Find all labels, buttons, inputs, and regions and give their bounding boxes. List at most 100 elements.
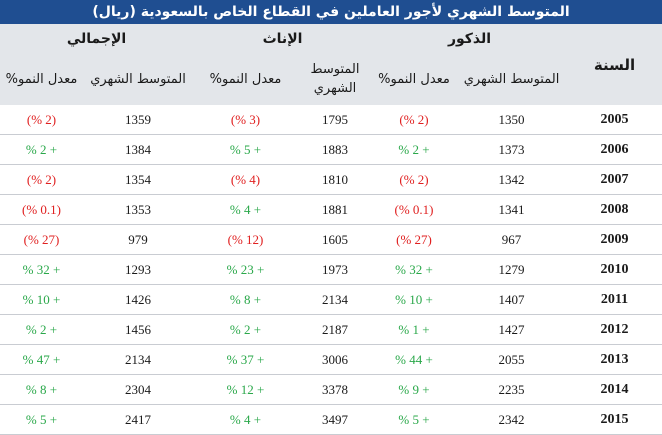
total-avg-cell: 1359: [83, 105, 194, 135]
females-avg-cell: 1881: [298, 194, 373, 225]
total-growth-cell: + 47 %: [0, 344, 84, 375]
males-growth-cell: (0.1 %): [372, 194, 457, 225]
total-avg-cell: 1354: [83, 164, 194, 195]
table-row: 2007 1342 (2 %) 1810 (4 %) 1354 (2 %): [0, 164, 662, 195]
year-cell: 2009: [567, 224, 662, 255]
total-avg-cell: 979: [83, 224, 194, 255]
year-cell: 2006: [567, 134, 662, 165]
total-growth-cell: + 8 %: [0, 374, 84, 405]
females-avg-cell: 3497: [298, 404, 373, 435]
table-row: 2006 1373 + 2 % 1883 + 5 % 1384 + 2 %: [0, 134, 662, 165]
total-growth-cell: + 2 %: [0, 314, 84, 345]
females-growth-cell: + 8 %: [193, 284, 299, 315]
total-avg-cell: 1426: [83, 284, 194, 315]
total-growth-cell: (0.1 %): [0, 194, 84, 225]
males-avg-cell: 2342: [456, 404, 568, 435]
females-growth-cell: (4 %): [193, 164, 299, 195]
males-avg-cell: 2055: [456, 344, 568, 375]
females-growth-cell: (3 %): [193, 105, 299, 135]
females-growth-cell: + 12 %: [193, 374, 299, 405]
total-avg-cell: 1293: [83, 254, 194, 285]
total-avg-cell: 2417: [83, 404, 194, 435]
total-avg-cell: 2134: [83, 344, 194, 375]
males-growth-header: معدل النمو%: [372, 53, 457, 105]
table-body: 2005 1350 (2 %) 1795 (3 %) 1359 (2 %) 2006 1373 +…: [0, 105, 662, 435]
females-avg-cell: 1810: [298, 164, 373, 195]
males-avg-cell: 2235: [456, 374, 568, 405]
table-row: 2009 967 (27 %) 1605 (12 %) 979 (27 %): [0, 224, 662, 255]
females-header: الإناث: [193, 24, 373, 53]
females-growth-cell: + 5 %: [193, 134, 299, 165]
year-cell: 2005: [567, 105, 662, 135]
males-avg-cell: 1407: [456, 284, 568, 315]
total-growth-cell: + 10 %: [0, 284, 84, 315]
total-growth-cell: (2 %): [0, 105, 84, 135]
males-avg-cell: 1427: [456, 314, 568, 345]
total-avg-cell: 1456: [83, 314, 194, 345]
females-avg-cell: 1883: [298, 134, 373, 165]
year-cell: 2011: [567, 284, 662, 315]
year-cell: 2015: [567, 404, 662, 435]
table-row: 2005 1350 (2 %) 1795 (3 %) 1359 (2 %): [0, 105, 662, 135]
table-row: 2015 2342 + 5 % 3497 + 4 % 2417 + 5 %: [0, 404, 662, 435]
males-header: الذكور: [372, 24, 568, 53]
females-avg-cell: 1973: [298, 254, 373, 285]
females-growth-cell: + 4 %: [193, 194, 299, 225]
total-header: الإجمالي: [0, 24, 194, 53]
table-row: 2008 1341 (0.1 %) 1881 + 4 % 1353 (0.1 %): [0, 194, 662, 225]
males-growth-cell: + 32 %: [372, 254, 457, 285]
females-avg-cell: 3378: [298, 374, 373, 405]
total-avg-cell: 1353: [83, 194, 194, 225]
females-avg-cell: 3006: [298, 344, 373, 375]
table-header: السنة الذكور الإناث الإجمالي المتوسط الش…: [0, 24, 662, 105]
year-cell: 2010: [567, 254, 662, 285]
females-avg-cell: 2134: [298, 284, 373, 315]
males-avg-cell: 1341: [456, 194, 568, 225]
females-growth-cell: + 2 %: [193, 314, 299, 345]
total-growth-cell: (27 %): [0, 224, 84, 255]
females-growth-cell: (12 %): [193, 224, 299, 255]
table-row: 2013 2055 + 44 % 3006 + 37 % 2134 + 47 %: [0, 344, 662, 375]
total-growth-cell: + 5 %: [0, 404, 84, 435]
males-growth-cell: + 9 %: [372, 374, 457, 405]
table-row: 2014 2235 + 9 % 3378 + 12 % 2304 + 8 %: [0, 374, 662, 405]
year-cell: 2007: [567, 164, 662, 195]
total-growth-header: معدل النمو%: [0, 53, 84, 105]
total-growth-cell: + 2 %: [0, 134, 84, 165]
males-avg-cell: 967: [456, 224, 568, 255]
males-avg-cell: 1279: [456, 254, 568, 285]
wages-table: السنة الذكور الإناث الإجمالي المتوسط الش…: [0, 24, 662, 435]
year-cell: 2014: [567, 374, 662, 405]
table-row: 2011 1407 + 10 % 2134 + 8 % 1426 + 10 %: [0, 284, 662, 315]
males-avg-cell: 1350: [456, 105, 568, 135]
females-avg-cell: 1605: [298, 224, 373, 255]
females-growth-cell: + 4 %: [193, 404, 299, 435]
table-row: 2010 1279 + 32 % 1973 + 23 % 1293 + 32 %: [0, 254, 662, 285]
males-growth-cell: (2 %): [372, 164, 457, 195]
males-growth-cell: + 10 %: [372, 284, 457, 315]
year-cell: 2013: [567, 344, 662, 375]
males-growth-cell: + 5 %: [372, 404, 457, 435]
males-avg-header: المتوسط الشهري: [456, 53, 568, 105]
females-avg-cell: 2187: [298, 314, 373, 345]
females-avg-cell: 1795: [298, 105, 373, 135]
males-avg-cell: 1342: [456, 164, 568, 195]
total-avg-cell: 1384: [83, 134, 194, 165]
males-growth-cell: (2 %): [372, 105, 457, 135]
females-growth-cell: + 37 %: [193, 344, 299, 375]
total-growth-cell: (2 %): [0, 164, 84, 195]
table-row: 2012 1427 + 1 % 2187 + 2 % 1456 + 2 %: [0, 314, 662, 345]
females-avg-header: المتوسط الشهري: [298, 53, 373, 105]
year-cell: 2008: [567, 194, 662, 225]
year-header: السنة: [567, 24, 662, 105]
males-growth-cell: + 2 %: [372, 134, 457, 165]
total-growth-cell: + 32 %: [0, 254, 84, 285]
total-avg-header: المتوسط الشهري: [83, 53, 194, 105]
males-growth-cell: + 44 %: [372, 344, 457, 375]
males-growth-cell: + 1 %: [372, 314, 457, 345]
females-growth-header: معدل النمو%: [193, 53, 299, 105]
males-avg-cell: 1373: [456, 134, 568, 165]
males-growth-cell: (27 %): [372, 224, 457, 255]
table-title: المتوسط الشهري لأجور العاملين في القطاع …: [0, 0, 662, 24]
